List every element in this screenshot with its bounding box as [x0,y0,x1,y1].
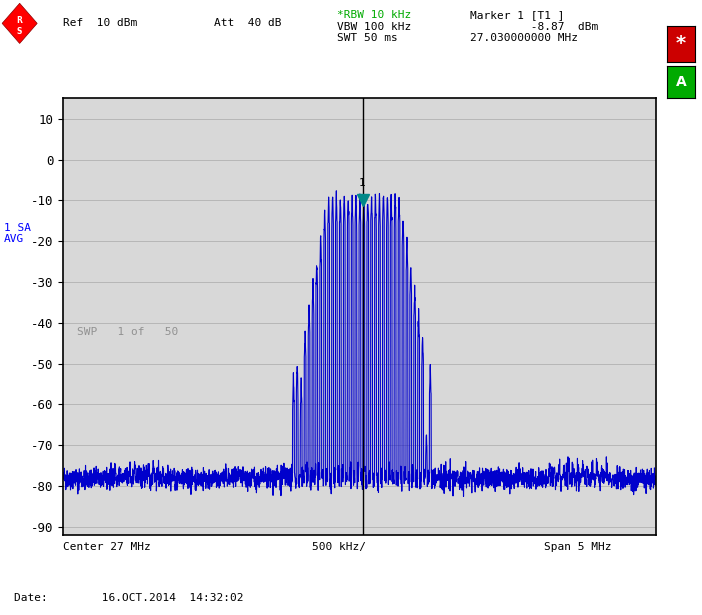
Polygon shape [2,3,37,44]
Text: *: * [676,34,686,53]
Text: Date:        16.OCT.2014  14:32:02: Date: 16.OCT.2014 14:32:02 [14,593,244,603]
Text: Att  40 dB: Att 40 dB [214,18,282,28]
Text: 500 kHz/: 500 kHz/ [312,542,366,552]
Text: SWT 50 ms: SWT 50 ms [337,33,398,42]
Text: VBW 100 kHz: VBW 100 kHz [337,22,411,31]
Text: Ref  10 dBm: Ref 10 dBm [63,18,138,28]
Text: *RBW 10 kHz: *RBW 10 kHz [337,10,411,20]
Text: SWP   1 of   50: SWP 1 of 50 [77,327,179,337]
Text: 1 SA
AVG: 1 SA AVG [4,223,30,245]
Text: R: R [17,15,22,25]
Text: A: A [675,76,687,89]
Text: Span 5 MHz: Span 5 MHz [544,542,611,552]
Text: S: S [17,27,22,36]
Text: Center 27 MHz: Center 27 MHz [63,542,151,552]
Text: -8.87  dBm: -8.87 dBm [470,22,599,31]
Text: 1: 1 [359,178,365,188]
Text: 27.030000000 MHz: 27.030000000 MHz [470,33,578,42]
Text: Marker 1 [T1 ]: Marker 1 [T1 ] [470,10,565,20]
